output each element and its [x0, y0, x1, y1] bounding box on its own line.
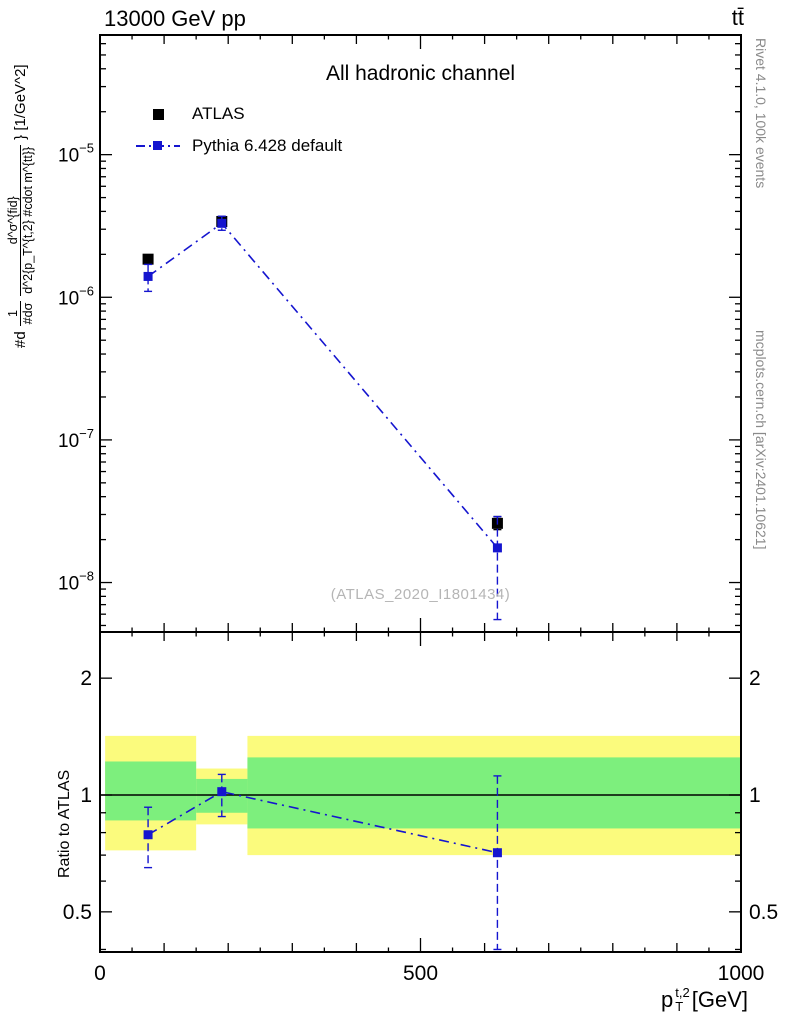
x-title-unit: [GeV] — [691, 986, 748, 1012]
series-pythia-6-428-default — [143, 215, 502, 621]
y-tick-label-main: 10−7 — [58, 426, 94, 452]
y-title-frac2-den: d^2{p_T^{t,2} #cdot m^{tt}} — [20, 144, 36, 296]
y-title-frac2-num: d^σ^{fid} — [6, 196, 20, 245]
data-point-atlas — [142, 253, 154, 265]
model-curve — [147, 222, 499, 549]
y-tick-label-main: 10−5 — [58, 141, 94, 167]
data-point-pythia — [143, 271, 153, 281]
x-title-base: p — [661, 986, 674, 1012]
legend-label-atlas: ATLAS — [192, 104, 245, 123]
ratio-data-point — [492, 848, 502, 858]
x-tick-label: 0 — [94, 962, 106, 985]
ratio-series — [143, 773, 502, 951]
analysis-watermark: (ATLAS_2020_I1801434) — [330, 586, 511, 603]
y-title-suffix: } [1/GeV^2] — [12, 64, 30, 140]
atlas-marker-icon — [136, 108, 180, 120]
y-tick-label-main: 10−8 — [58, 569, 94, 595]
y-title-fraction-2: d^σ^{fid} d^2{p_T^{t,2} #cdot m^{tt}} — [6, 144, 36, 296]
y-title-prefix: #d — [12, 331, 30, 348]
collision-energy-title: 13000 GeV pp — [104, 6, 246, 31]
ratio-data-point — [217, 787, 227, 797]
ratio-tick-label-left: 2 — [80, 667, 92, 690]
channel-title: All hadronic channel — [325, 62, 516, 85]
ratio-tick-label-left: 1 — [80, 784, 92, 807]
rivet-version-caption: Rivet 4.1.0, 100k events — [753, 38, 769, 189]
x-title-sub: T — [675, 998, 684, 1014]
x-title-sup: t,2 — [675, 985, 690, 1000]
x-axis-title: p t,2 T [GeV] — [661, 986, 748, 1013]
process-label: tt̄ — [731, 5, 744, 30]
ratio-tick-label-right: 0.5 — [749, 901, 778, 924]
legend: ATLAS Pythia 6.428 default — [136, 98, 342, 162]
mcplots-credit-caption: mcplots.cern.ch [arXiv:2401.10621] — [753, 330, 769, 550]
ratio-y-axis-title: Ratio to ATLAS — [56, 769, 73, 878]
legend-item-pythia: Pythia 6.428 default — [136, 130, 342, 162]
y-tick-label-main: 10−6 — [58, 283, 94, 309]
ratio-curve — [147, 790, 498, 854]
ratio-data-point — [143, 830, 153, 840]
ratio-band-green — [247, 757, 741, 829]
legend-item-atlas: ATLAS — [136, 98, 342, 130]
data-point-pythia — [217, 218, 227, 228]
ratio-tick-label-left: 0.5 — [63, 901, 92, 924]
y-title-fraction-1: 1 #dσ — [6, 300, 36, 327]
series-atlas — [142, 215, 503, 531]
ratio-band-green — [105, 761, 197, 821]
y-title-frac1-den: #dσ — [20, 300, 36, 327]
x-tick-label: 500 — [403, 962, 438, 985]
legend-label-pythia: Pythia 6.428 default — [192, 136, 343, 155]
x-tick-label: 1000 — [718, 962, 765, 985]
pythia-marker-icon — [136, 141, 180, 150]
y-title-frac1-num: 1 — [6, 310, 20, 317]
ratio-tick-label-right: 2 — [749, 667, 761, 690]
main-y-axis-title: #d 1 #dσ d^σ^{fid} d^2{p_T^{t,2} #cdot m… — [6, 64, 36, 348]
ratio-tick-label-right: 1 — [749, 784, 761, 807]
x-title-scripts: t,2 T — [675, 986, 689, 1013]
data-point-pythia — [492, 543, 502, 553]
